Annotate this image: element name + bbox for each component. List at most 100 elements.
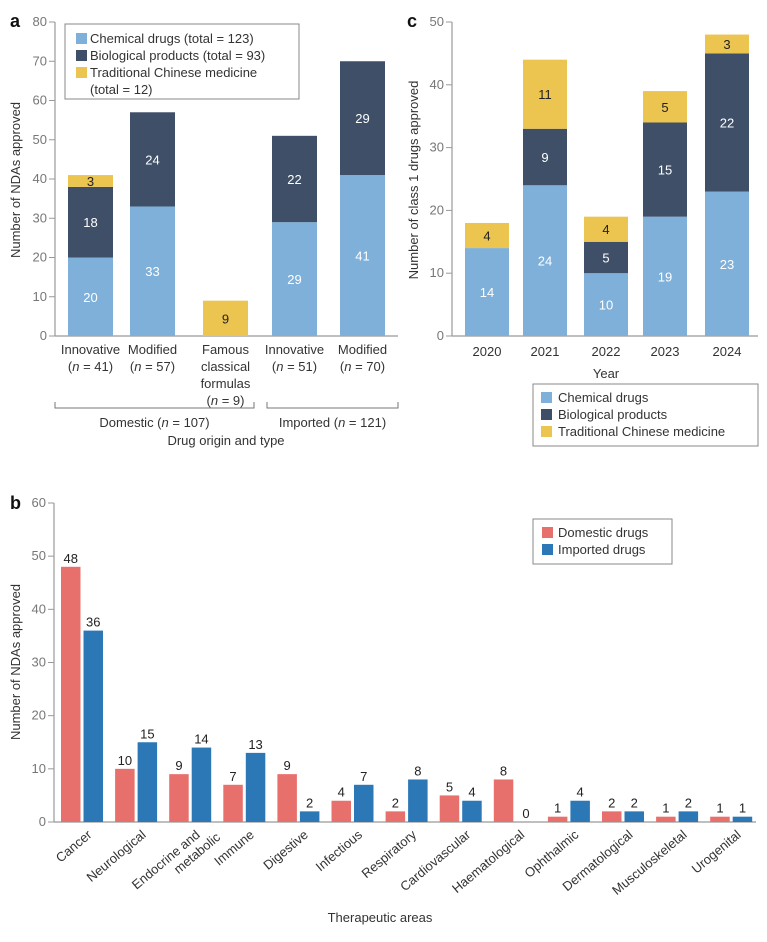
panel-a-y-tick-label: 60	[33, 93, 47, 108]
panel-b-bar-label: 4	[468, 785, 475, 800]
panel-b-bar-label: 13	[248, 737, 262, 752]
panel-a-bar-label: 33	[145, 264, 159, 279]
panel-a-bar-chemical	[130, 206, 175, 336]
panel-c-bar-chemical	[523, 185, 567, 336]
panel-b-bar-label: 1	[554, 801, 561, 816]
panel-c-legend-swatch-tcm	[541, 426, 552, 437]
panel-b-bar-label: 1	[662, 801, 669, 816]
panel-a-x-tick-label: (n = 51)	[272, 359, 317, 374]
panel-b-bar-domestic	[439, 795, 460, 822]
panel-b-bar-label: 7	[229, 769, 236, 784]
panel-b-bar-domestic	[710, 816, 730, 822]
panel-b-x-tick-label: Cancer	[53, 826, 95, 865]
panel-b-y-tick-label: 50	[32, 548, 46, 563]
panel-a-y-tick-label: 80	[33, 14, 47, 29]
panel-c-x-tick-label: 2024	[713, 344, 742, 359]
panel-b-bar-imported	[354, 784, 374, 822]
panel-a-bar-biological	[340, 61, 385, 176]
panel-c-bar-label: 4	[602, 222, 609, 237]
panel-b-bar-imported	[462, 800, 482, 822]
panel-a-bar-label: 41	[355, 249, 369, 264]
panel-b-bar-label: 5	[446, 779, 453, 794]
panel-a-y-tick-label: 30	[33, 210, 47, 225]
panel-a-bar-label: 9	[222, 311, 229, 326]
panel-a-bar-label: 20	[83, 290, 97, 305]
panel-b-bar-domestic	[493, 779, 514, 822]
panel-a-legend-swatch-chemical	[76, 33, 87, 44]
panel-a-group-label: Imported (n = 121)	[279, 415, 386, 430]
panel-c-y-axis-title: Number of class 1 drugs approved	[406, 81, 421, 280]
panel-c-label: c	[407, 11, 417, 31]
panel-b-bar-domestic	[223, 784, 243, 822]
panel-b-bar-domestic	[169, 774, 189, 822]
panel-a-label: a	[10, 11, 21, 31]
panel-c-legend-swatch-chemical	[541, 392, 552, 403]
panel-b-bar-domestic	[547, 816, 568, 822]
panel-b-bar-label: 2	[608, 795, 615, 810]
panel-a-x-tick-label: Innovative	[61, 342, 120, 357]
panel-b-legend-swatch-imported	[542, 544, 553, 555]
panel-a-legend-swatch-biological	[76, 50, 87, 61]
panel-b-bar-domestic	[115, 768, 135, 822]
panel-c-y-tick-label: 40	[430, 77, 444, 92]
panel-b-y-tick-label: 30	[32, 655, 46, 670]
panel-b-y-tick-label: 10	[32, 761, 46, 776]
panel-b-bar-label: 0	[522, 806, 529, 821]
panel-a-bar-label: 22	[287, 172, 301, 187]
panel-b-x-tick-label-line: Cancer	[53, 826, 95, 865]
panel-b-bar-imported	[299, 811, 320, 822]
panel-a-bar-label: 3	[87, 174, 94, 189]
panel-a-y-axis-title: Number of NDAs approved	[8, 102, 23, 258]
panel-a-x-tick-label: classical	[201, 359, 250, 374]
panel-c-bar-biological	[643, 122, 687, 217]
panel-a-bar-chemical	[68, 257, 113, 336]
panel-c-x-axis-title: Year	[593, 366, 620, 381]
panel-c-bar-label: 23	[720, 257, 734, 272]
panel-b-x-axis-title: Therapeutic areas	[328, 910, 433, 925]
panel-b-bar-label: 15	[140, 726, 154, 741]
panel-a-x-axis-title: Drug origin and type	[167, 433, 284, 448]
panel-a-bar-label: 24	[145, 152, 159, 167]
panel-c-legend-label: Biological products	[558, 407, 668, 422]
panel-b-x-tick-label: Immune	[211, 827, 257, 869]
panel-b-legend	[532, 518, 673, 565]
panel-b-bar-label: 9	[175, 758, 182, 773]
panel-a-y-tick-label: 10	[33, 289, 47, 304]
panel-c-bar-tcm	[584, 216, 628, 242]
panel-b-bar-imported	[83, 630, 103, 822]
panel-b-bar-imported	[570, 800, 590, 822]
panel-a-legend-label: Biological products (total = 93)	[90, 48, 265, 63]
panel-b-x-tick-label-line: Urogenital	[689, 827, 744, 877]
panel-c-bar-label: 9	[541, 150, 548, 165]
panel-a-bar-chemical	[340, 175, 385, 336]
panel-b-bar-imported	[191, 747, 212, 822]
panel-a-group-bracket	[266, 402, 399, 409]
panel-c-bar-tcm	[465, 222, 509, 249]
panel-a-x-tick-label: Modified	[128, 342, 177, 357]
panel-a-x-tick-label: Innovative	[265, 342, 324, 357]
panel-c-legend-swatch-biological	[541, 409, 552, 420]
panel-a-group-bracket	[54, 402, 255, 409]
panel-b-bar-domestic	[331, 800, 351, 822]
panel-b-bar-label: 48	[64, 551, 78, 566]
panel-c-bar-label: 10	[599, 298, 613, 313]
panel-c-bar-label: 14	[480, 285, 494, 300]
panel-c-bar-chemical	[643, 216, 687, 336]
panel-b-legend-label: Imported drugs	[558, 542, 646, 557]
panel-c-y-tick-label: 30	[430, 140, 444, 155]
panel-c-bar-biological	[523, 128, 567, 186]
panel-c-legend	[532, 383, 759, 447]
panel-c-x-tick-label: 2020	[473, 344, 502, 359]
panel-b-y-tick-label: 20	[32, 708, 46, 723]
panel-a-legend-swatch-tcm	[76, 67, 87, 78]
panel-b-x-tick-label-line: Immune	[211, 827, 257, 869]
panel-a-x-tick-label: Modified	[338, 342, 387, 357]
panel-b-x-tick-label-line: Digestive	[260, 827, 311, 873]
panel-b-bar-imported	[137, 742, 158, 822]
panel-a-bar-biological	[272, 135, 317, 223]
panel-c-bar-label: 19	[658, 269, 672, 284]
panel-c-bar-chemical	[584, 273, 628, 336]
panel-c-x-tick-label: 2021	[531, 344, 560, 359]
panel-b-bar-domestic	[602, 811, 622, 822]
